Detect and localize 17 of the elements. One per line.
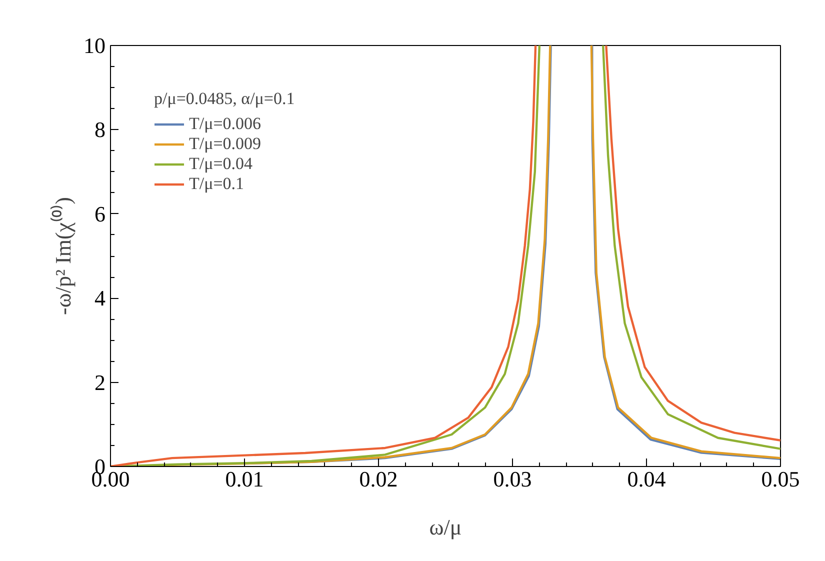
x-tick-label: 0.03	[493, 466, 532, 492]
y-tick-label: 4	[94, 286, 106, 311]
x-tick-label: 0.05	[761, 466, 800, 492]
x-tick-label: 0.04	[627, 466, 666, 492]
legend-label: T/μ=0.006	[189, 114, 262, 134]
y-tick-label: 10	[84, 33, 106, 58]
x-tick-label: 0.02	[359, 466, 398, 492]
y-tick-label: 8	[94, 117, 106, 142]
legend-label: T/μ=0.009	[189, 134, 262, 154]
y-tick-label: 6	[94, 201, 106, 226]
legend-label: T/μ=0.1	[189, 174, 244, 194]
x-axis-title: ω/μ	[429, 514, 462, 540]
y-tick-label: 2	[94, 370, 106, 395]
y-axis-title: -ω/p² Im(χ⁽⁰⁾)	[50, 197, 76, 315]
legend-label: T/μ=0.04	[189, 154, 253, 174]
legend-title: p/μ=0.0485, α/μ=0.1	[154, 89, 295, 109]
x-tick-label: 0.01	[225, 466, 264, 492]
